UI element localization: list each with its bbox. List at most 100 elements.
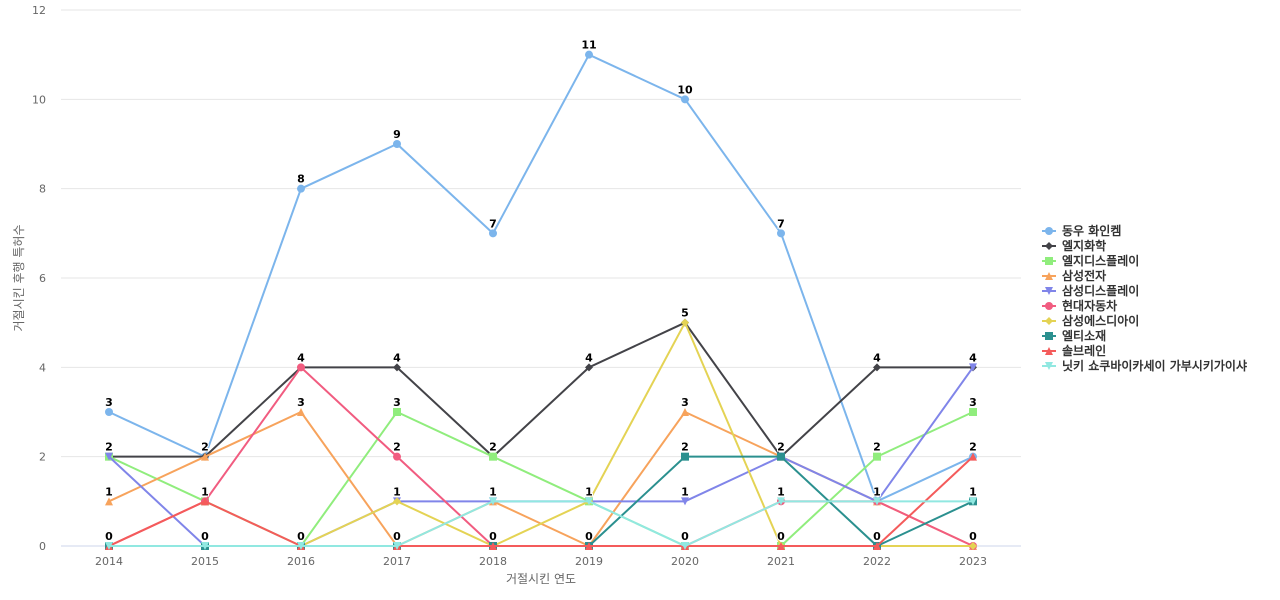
y-axis-ticks: 0 2 4 6 8 10 12 [32,4,46,553]
data-label: 0 [393,530,401,543]
legend-label: 닛키 쇼쿠바이카세이 가부시키가이샤 [1062,358,1247,373]
data-label: 1 [201,485,209,498]
x-tick-label: 2016 [287,555,315,568]
x-tick-label: 2018 [479,555,507,568]
legend-label: 삼성에스디아이 [1062,313,1139,328]
data-label: 0 [681,530,689,543]
data-label: 1 [681,485,689,498]
legend-item[interactable]: 엘티소재 [1042,328,1106,343]
data-label: 3 [681,396,689,409]
series-line[interactable] [108,410,974,548]
legend-item[interactable]: 삼성전자 [1042,268,1106,283]
x-tick-label: 2022 [863,555,891,568]
data-point [585,363,593,372]
data-label: 2 [681,441,689,454]
legend-label: 솔브레인 [1062,343,1106,358]
x-tick-label: 2023 [959,555,987,568]
data-label: 2 [873,441,881,454]
legend-label: 동우 화인켐 [1062,223,1121,238]
data-label: 4 [297,351,305,364]
data-point [681,452,689,461]
x-tick-label: 2019 [575,555,603,568]
legend-label: 삼성전자 [1062,268,1106,283]
data-label: 2 [489,441,497,454]
data-label: 0 [489,530,497,543]
data-label: 1 [105,485,113,498]
data-point [297,184,305,193]
data-label: 1 [489,485,497,498]
series-line[interactable] [109,500,973,548]
data-point [393,542,401,550]
legend-item[interactable]: 엘지화학 [1042,238,1106,253]
data-point [681,95,689,104]
x-tick-label: 2015 [191,555,219,568]
y-tick-label: 12 [32,4,46,17]
data-label: 4 [585,351,593,364]
data-point [777,229,785,238]
x-axis-title: 거절시킨 연도 [506,572,576,586]
data-label: 0 [201,530,209,543]
legend-marker-icon [1045,362,1053,370]
data-label: 4 [873,351,881,364]
data-label: 2 [201,441,209,454]
data-point [969,363,977,372]
legend-marker-icon [1045,257,1053,265]
series-line[interactable] [109,321,973,459]
data-label: 5 [681,307,689,320]
series-line[interactable] [109,320,973,548]
data-point [393,140,401,148]
series-10[interactable] [105,497,977,550]
data-label: 2 [777,441,785,454]
data-point [585,50,593,59]
legend-label: 엘지화학 [1062,238,1106,253]
data-point [201,542,209,550]
legend-item[interactable]: 동우 화인켐 [1042,223,1121,238]
legend-item[interactable]: 엘지디스플레이 [1042,253,1139,268]
series-line[interactable] [108,455,974,547]
data-point [105,408,113,416]
x-tick-label: 2014 [95,555,123,568]
data-label: 8 [297,173,305,186]
data-point [681,408,689,416]
x-tick-label: 2021 [767,555,795,568]
legend-item[interactable]: 삼성디스플레이 [1042,283,1139,298]
data-label: 1 [969,485,977,498]
legend-label: 삼성디스플레이 [1062,283,1139,298]
data-label: 2 [393,441,401,454]
y-axis-title: 거절시킨 후행 특허수 [11,225,26,332]
data-label: 3 [297,396,305,409]
data-label: 1 [585,485,593,498]
data-point [777,497,785,506]
x-tick-label: 2017 [383,555,411,568]
data-point [393,452,401,461]
legend-item[interactable]: 현대자동차 [1042,298,1117,313]
legend-marker-icon [1045,287,1053,295]
data-label: 3 [969,396,977,409]
data-label: 4 [393,351,401,364]
data-label: 4 [969,351,977,364]
series-2[interactable] [105,318,977,461]
series-group [105,50,977,550]
data-label: 3 [393,396,401,409]
series-line[interactable] [108,53,974,503]
data-point [105,452,113,461]
data-label: 0 [105,530,113,543]
y-tick-label: 8 [39,183,46,196]
data-point [105,497,113,506]
data-point [681,542,689,550]
data-label: 0 [297,530,305,543]
legend-item[interactable]: 솔브레인 [1042,343,1106,358]
legend-item[interactable]: 닛키 쇼쿠바이카세이 가부시키가이샤 [1042,358,1247,373]
data-point [201,452,209,461]
data-point [681,497,689,506]
gridlines [61,9,1021,547]
data-point [777,452,785,461]
data-label: 2 [969,441,977,454]
legend-item[interactable]: 삼성에스디아이 [1042,313,1139,328]
data-point [393,408,401,416]
data-point [297,542,305,550]
legend-marker-icon [1045,242,1053,250]
data-point [489,542,497,550]
y-tick-label: 10 [32,93,46,106]
